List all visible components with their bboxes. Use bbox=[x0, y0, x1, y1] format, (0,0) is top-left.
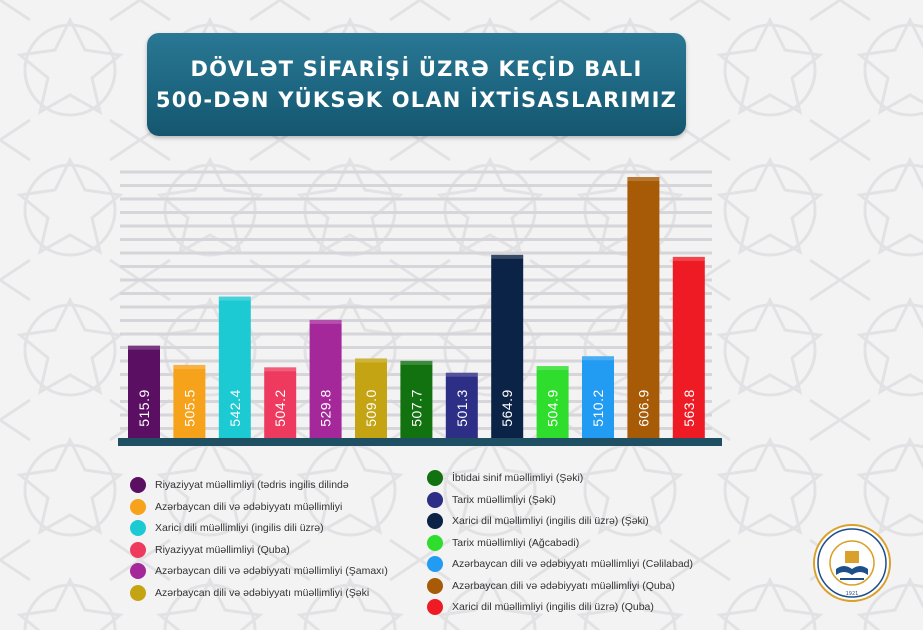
legend-label: Xarici dili müəllimliyi (ingilis dili üz… bbox=[155, 522, 324, 534]
university-seal: 1921 bbox=[813, 524, 891, 602]
data-label: 509.0 bbox=[363, 389, 379, 427]
axis-baseline bbox=[118, 438, 722, 446]
legend-label: Azərbaycan dili və ədəbiyyatı müəllimliy… bbox=[452, 579, 675, 592]
bar bbox=[218, 296, 251, 440]
legend-item: Xarici dili müəllimliyi (ingilis dili üz… bbox=[130, 520, 324, 536]
legend-swatch bbox=[427, 470, 443, 486]
legend-item: Azərbaycan dili və ədəbiyyatı müəllimliy… bbox=[130, 498, 343, 515]
legend-item: Tarix müəllimliyi (Şəki) bbox=[427, 491, 556, 508]
bar-highlight bbox=[264, 367, 297, 372]
legend-label: Riyaziyyat müəllimliyi (tədris ingilis d… bbox=[155, 479, 349, 491]
legend-swatch bbox=[427, 534, 443, 551]
legend-item: Riyaziyyat müəllimliyi (Quba) bbox=[130, 541, 290, 558]
bar bbox=[264, 367, 297, 440]
legend-label: Riyaziyyat müəllimliyi (Quba) bbox=[155, 543, 290, 556]
legend-item: Azərbaycan dili və ədəbiyyatı müəllimliy… bbox=[427, 556, 693, 572]
bar bbox=[582, 356, 614, 440]
bar-highlight bbox=[218, 296, 251, 301]
legend-item: Azərbaycan dili və ədəbiyyatı müəllimliy… bbox=[130, 584, 370, 601]
legend-swatch bbox=[427, 491, 443, 508]
bar-highlight bbox=[672, 256, 705, 261]
legend-swatch bbox=[427, 599, 443, 615]
data-label: 563.8 bbox=[681, 389, 697, 427]
bar bbox=[491, 254, 524, 440]
legend-item: Tarix müəllimliyi (Ağcabədi) bbox=[427, 534, 580, 551]
legend-item: Xarici dil müəllimliyi (ingilis dili üzr… bbox=[427, 513, 649, 529]
legend-label: Azərbaycan dili və ədəbiyyatı müəllimliy… bbox=[452, 558, 694, 570]
title-line-2: 500-DƏN YÜKSƏK OLAN İXTİSASLARIMIZ bbox=[155, 87, 678, 112]
legend-label: Azərbaycan dili və ədəbiyyatı müəllimliy… bbox=[155, 565, 388, 577]
data-label: 504.9 bbox=[545, 389, 561, 427]
data-label: 564.9 bbox=[499, 389, 515, 427]
bar bbox=[672, 256, 705, 440]
legend-item: İbtidai sinif müəllimliyi (Şəki) bbox=[427, 470, 583, 486]
bar-highlight bbox=[400, 360, 433, 365]
bar-group: 505.5 bbox=[173, 364, 206, 440]
legend-swatch bbox=[130, 541, 146, 558]
bar-group: 529.8 bbox=[309, 319, 342, 440]
title-banner: DÖVLƏT SİFARİŞİ ÜZRƏ KEÇİD BALI 500-DƏN … bbox=[147, 33, 686, 136]
data-label: 510.2 bbox=[590, 389, 606, 427]
bar-highlight bbox=[627, 177, 660, 182]
svg-text:1921: 1921 bbox=[846, 591, 859, 597]
legend-swatch bbox=[427, 556, 443, 572]
data-label: 606.9 bbox=[635, 389, 651, 427]
data-label: 505.5 bbox=[181, 389, 197, 427]
data-label: 529.8 bbox=[318, 389, 334, 427]
bar-group: 515.9 bbox=[128, 345, 160, 440]
bar-group: 509.0 bbox=[355, 358, 387, 440]
legend-label: Azərbaycan dili və ədəbiyyatı müəllimliy… bbox=[155, 586, 370, 599]
bar-group: 504.2 bbox=[264, 367, 297, 440]
bar-group: 542.4 bbox=[218, 296, 251, 440]
bar-group: 507.7 bbox=[400, 360, 433, 440]
legend-label: Xarici dil müəllimliyi (ingilis dili üzr… bbox=[452, 515, 649, 527]
legend-swatch bbox=[130, 477, 146, 493]
legend-label: Xarici dil müəllimliyi (ingilis dili üzr… bbox=[452, 601, 654, 613]
data-label: 515.9 bbox=[136, 389, 152, 427]
bar-highlight bbox=[445, 372, 478, 377]
legend-item: Xarici dil müəllimliyi (ingilis dili üzr… bbox=[427, 599, 654, 615]
bar bbox=[627, 177, 660, 440]
bar-highlight bbox=[309, 319, 342, 324]
data-label: 507.7 bbox=[408, 389, 424, 427]
bar-highlight bbox=[491, 254, 524, 259]
bar bbox=[355, 358, 387, 440]
title-line-1: DÖVLƏT SİFARİŞİ ÜZRƏ KEÇİD BALI bbox=[190, 56, 643, 81]
bar bbox=[445, 372, 478, 440]
bar bbox=[309, 319, 342, 440]
data-label: 501.3 bbox=[454, 389, 470, 427]
bar-group: 504.9 bbox=[536, 366, 569, 440]
bar-group: 563.8 bbox=[672, 256, 705, 440]
bar-group: 501.3 bbox=[445, 372, 478, 440]
bar bbox=[400, 360, 433, 440]
legend-item: Riyaziyyat müəllimliyi (tədris ingilis d… bbox=[130, 477, 349, 493]
legend-label: Azərbaycan dili və ədəbiyyatı müəllimliy… bbox=[155, 500, 343, 513]
legend-swatch bbox=[130, 520, 146, 536]
legend-swatch bbox=[130, 498, 146, 515]
bar-highlight bbox=[173, 364, 206, 369]
bar bbox=[173, 364, 206, 440]
bar-highlight bbox=[355, 358, 387, 363]
legend-item: Azərbaycan dili və ədəbiyyatı müəllimliy… bbox=[427, 577, 675, 594]
bar-highlight bbox=[128, 345, 160, 350]
legend-item: Azərbaycan dili və ədəbiyyatı müəllimliy… bbox=[130, 563, 388, 579]
bar bbox=[536, 366, 569, 440]
legend-swatch bbox=[130, 563, 146, 579]
legend-swatch bbox=[427, 577, 443, 594]
bar-group: 510.2 bbox=[582, 356, 614, 440]
bar bbox=[128, 345, 160, 440]
bar-highlight bbox=[582, 356, 614, 361]
legend-label: İbtidai sinif müəllimliyi (Şəki) bbox=[452, 472, 584, 484]
legend-swatch bbox=[130, 584, 146, 601]
legend-label: Tarix müəllimliyi (Ağcabədi) bbox=[452, 536, 580, 549]
bar-group: 606.9 bbox=[627, 177, 660, 440]
data-label: 542.4 bbox=[227, 389, 243, 427]
bar-highlight bbox=[536, 366, 569, 371]
bar-group: 564.9 bbox=[491, 254, 524, 440]
legend-label: Tarix müəllimliyi (Şəki) bbox=[452, 493, 556, 506]
legend-swatch bbox=[427, 513, 443, 529]
data-label: 504.2 bbox=[272, 389, 288, 427]
